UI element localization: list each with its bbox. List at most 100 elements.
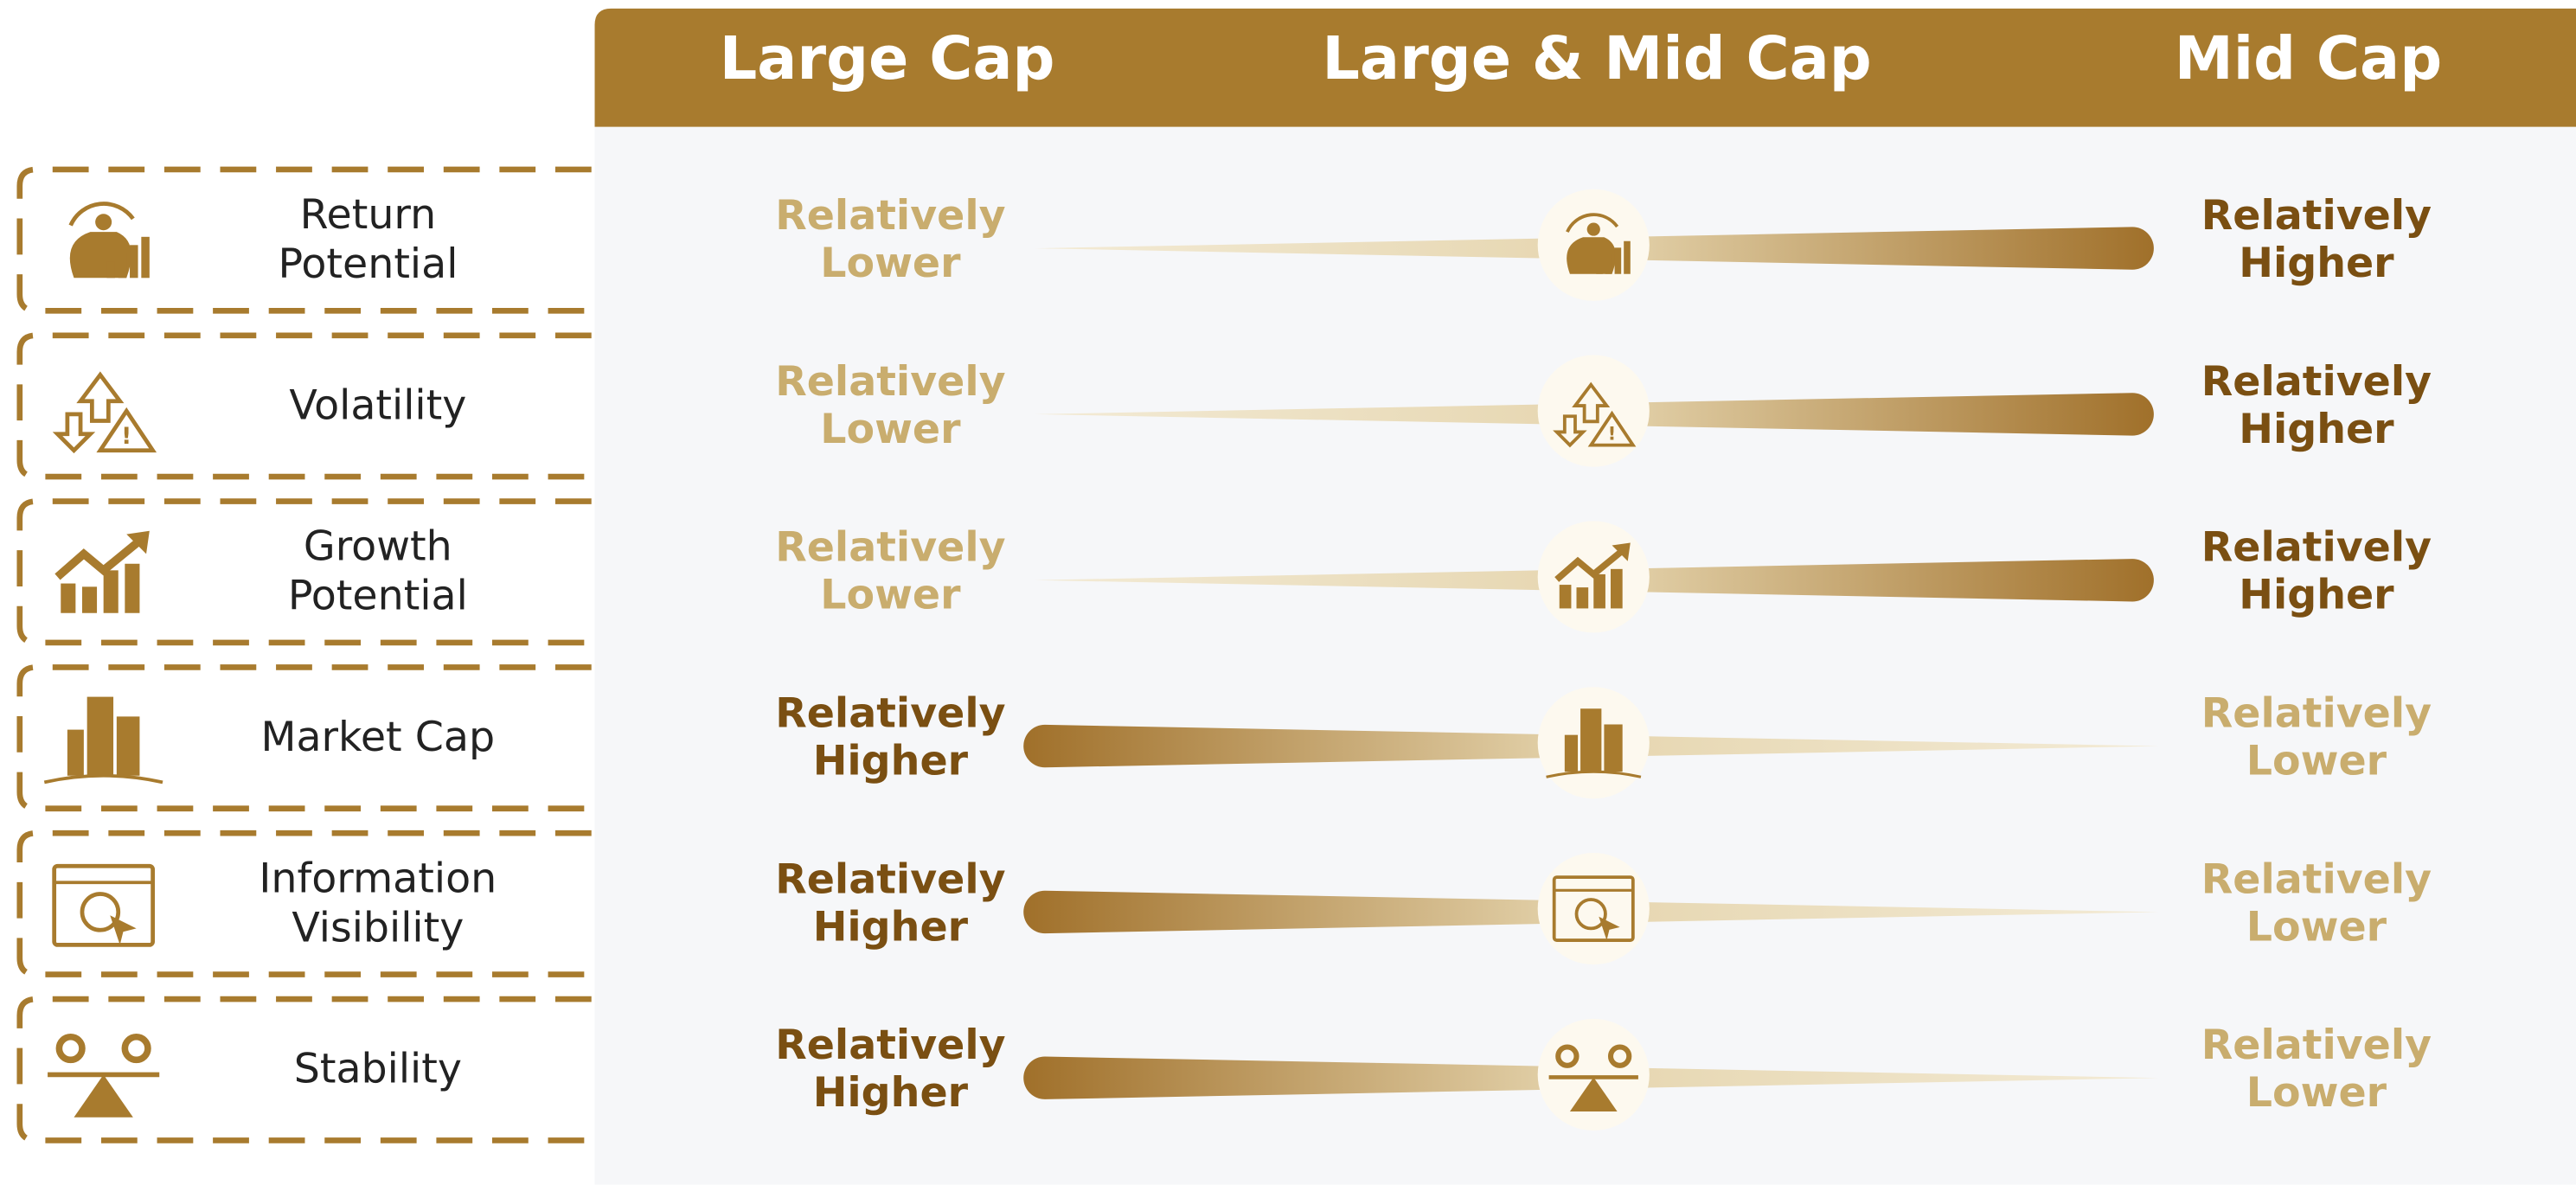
icon xyxy=(1548,1044,1638,1111)
comparison-text: Relatively xyxy=(2201,1022,2432,1069)
icon-bar xyxy=(118,253,127,279)
icon-arrow xyxy=(1554,548,1625,582)
icon-up xyxy=(1572,381,1611,424)
header-bar xyxy=(594,8,2576,127)
icon xyxy=(43,696,163,785)
icon-knot xyxy=(1586,222,1600,236)
icon: ! xyxy=(52,371,157,454)
comparison-text: Relatively xyxy=(775,689,1005,737)
icon-base xyxy=(43,773,163,785)
row-label: Volatility xyxy=(289,381,466,429)
icon-knot xyxy=(95,214,112,231)
comparison-text: Higher xyxy=(813,738,969,785)
icon-gear xyxy=(1607,1044,1632,1068)
header-col: Large & Mid Cap xyxy=(1322,25,1871,93)
icon-bar xyxy=(1611,568,1623,609)
icon-bar xyxy=(103,570,119,613)
icon-bar xyxy=(130,245,138,279)
row-label: Visibility xyxy=(292,904,464,951)
panel xyxy=(594,126,2576,1185)
comparison-text: Lower xyxy=(820,406,961,453)
icon-arrow xyxy=(54,537,143,580)
comparison-text: Lower xyxy=(2246,903,2387,951)
icon xyxy=(1554,542,1631,609)
icon-cursor xyxy=(110,915,137,945)
comparison-text: Higher xyxy=(813,903,969,951)
icon-tri xyxy=(74,1074,133,1118)
row-label: Market Cap xyxy=(261,714,496,761)
icon-disc xyxy=(1537,853,1650,965)
row-frame xyxy=(16,996,592,1143)
icon-arc xyxy=(1566,213,1619,233)
icon-bar xyxy=(1559,585,1572,609)
icon-warn xyxy=(96,407,157,453)
row-frame xyxy=(16,830,592,977)
icon-bar xyxy=(106,261,115,279)
row-label: Potential xyxy=(288,573,468,620)
comparison-text: Lower xyxy=(2246,1069,2387,1117)
icon-bar xyxy=(1624,240,1631,274)
icon-bar xyxy=(1596,260,1603,274)
row-frame xyxy=(16,332,592,480)
icon-bar xyxy=(141,236,150,279)
icon-up xyxy=(76,371,125,423)
comparison-text: Lower xyxy=(820,572,961,619)
header-col: Large Cap xyxy=(720,25,1055,93)
row-label: Return xyxy=(300,191,437,239)
icon-bar xyxy=(1614,247,1622,274)
icon-gear xyxy=(1555,1044,1580,1068)
icon-bar xyxy=(1593,573,1605,609)
comparison-text: Relatively xyxy=(2201,192,2432,240)
icon-bldg xyxy=(1580,708,1602,772)
row-frame xyxy=(16,498,592,646)
icon-window xyxy=(52,863,156,947)
icon xyxy=(1546,708,1642,778)
comparison-text: Relatively xyxy=(775,1022,1005,1069)
icon xyxy=(54,530,150,613)
icon-mark: ! xyxy=(1608,423,1617,445)
header-col: Mid Cap xyxy=(2175,25,2442,93)
icon-bar xyxy=(125,563,140,613)
icon-globe xyxy=(80,892,121,932)
comparison-text: Relatively xyxy=(2201,689,2432,737)
icon xyxy=(52,863,156,947)
icon-base xyxy=(1546,770,1642,778)
icon-head xyxy=(1612,542,1631,561)
icon-window xyxy=(1552,875,1635,942)
icon-disc xyxy=(1537,355,1650,467)
icon-bar xyxy=(81,586,98,613)
icon: ! xyxy=(1553,381,1637,448)
comparison-text: Lower xyxy=(820,240,961,287)
comparison-text: Relatively xyxy=(775,524,1005,572)
icon-mark: ! xyxy=(121,423,131,450)
icon-gear xyxy=(55,1033,86,1064)
comparison-text: Higher xyxy=(813,1069,969,1117)
icon-arc xyxy=(68,202,135,227)
icon-down xyxy=(52,412,96,454)
icon-bar xyxy=(61,583,76,613)
icon-head xyxy=(126,530,150,554)
row-label: Stability xyxy=(294,1046,462,1093)
icon-gear xyxy=(121,1033,151,1064)
icon-globe xyxy=(1574,898,1607,931)
icon xyxy=(48,1033,160,1118)
icon-cursor xyxy=(1599,916,1620,941)
comparison-text: Relatively xyxy=(775,855,1005,903)
comparison-text: Relatively xyxy=(2201,855,2432,903)
comparison-text: Lower xyxy=(2246,738,2387,785)
icon xyxy=(68,202,150,279)
icon xyxy=(1552,875,1635,942)
icon-tri xyxy=(1569,1077,1618,1111)
icon-disc xyxy=(1537,1018,1650,1131)
comparison-text: Higher xyxy=(2239,240,2394,287)
icon-bag xyxy=(1567,237,1616,274)
icon-bldg xyxy=(116,716,140,776)
icon-warn xyxy=(1587,410,1637,447)
comparison-text: Relatively xyxy=(2201,358,2432,406)
row-label: Potential xyxy=(278,240,458,288)
icon-bar xyxy=(1576,587,1589,609)
row-frame xyxy=(16,664,592,812)
comparison-text: Relatively xyxy=(2201,524,2432,572)
